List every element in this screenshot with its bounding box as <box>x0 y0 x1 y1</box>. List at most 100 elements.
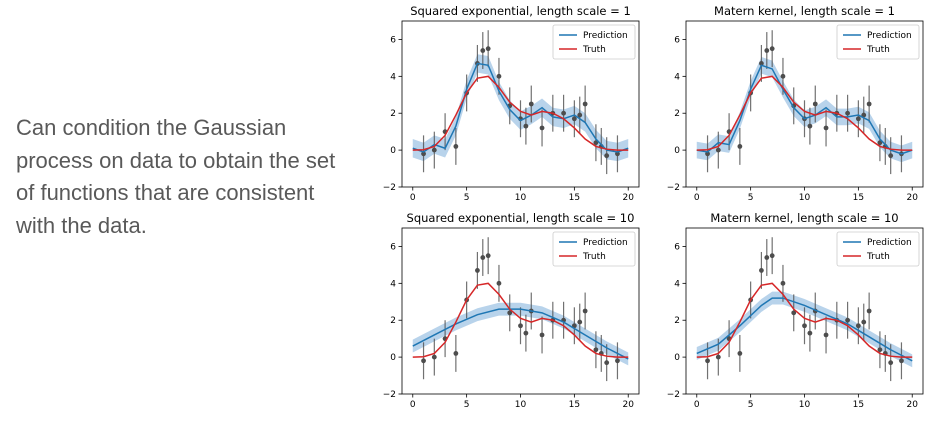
data-point <box>807 123 813 129</box>
x-tick-label: 20 <box>623 193 635 203</box>
y-tick-label: 6 <box>674 35 680 45</box>
data-point <box>877 140 883 146</box>
data-point <box>431 354 437 360</box>
series-line-prediction <box>412 308 629 360</box>
x-tick-label: 5 <box>464 400 470 410</box>
chart-panel-2: 0 5 10 15 20 −2 0 2 4 6 Matern kernel, length scal… <box>667 4 924 203</box>
data-point <box>421 358 426 364</box>
x-tick-label: 15 <box>853 193 864 203</box>
data-point <box>705 358 710 364</box>
data-point <box>888 360 894 366</box>
x-tick-label: 5 <box>748 400 754 410</box>
data-point <box>453 144 459 149</box>
y-tick-label: 2 <box>390 316 396 326</box>
data-point <box>577 319 583 325</box>
data-point <box>737 144 743 149</box>
data-point <box>480 255 486 260</box>
plot-area <box>696 237 913 382</box>
data-point <box>593 140 599 146</box>
x-tick-label: 20 <box>907 400 919 410</box>
x-tick-label: 10 <box>799 193 811 203</box>
x-tick-label: 5 <box>464 193 470 203</box>
data-point <box>791 310 797 316</box>
chart-panel-4: 0 5 10 15 20 −2 0 2 4 6 Matern kernel, length scal… <box>667 211 924 410</box>
data-point <box>877 347 883 353</box>
data-point <box>582 308 588 314</box>
y-tick-label: 6 <box>674 242 680 252</box>
slide-caption: Can condition the Gaussian process on da… <box>16 115 336 238</box>
legend-box <box>552 24 636 60</box>
data-point <box>812 101 818 107</box>
legend-label-prediction: Prediction <box>867 31 912 41</box>
chart-title: Matern kernel, length scale = 10 <box>710 211 898 225</box>
data-point <box>539 332 545 338</box>
data-point <box>866 101 872 107</box>
data-point <box>475 268 480 273</box>
data-point <box>764 255 770 260</box>
x-tick-label: 15 <box>569 193 580 203</box>
y-tick-label: 0 <box>674 353 680 363</box>
x-tick-label: 0 <box>694 193 700 203</box>
x-tick-label: 20 <box>907 193 919 203</box>
series-line-truth <box>696 282 913 358</box>
x-tick-label: 5 <box>748 193 754 203</box>
data-point <box>845 317 850 323</box>
x-tick-label: 10 <box>515 400 527 410</box>
data-point <box>737 351 743 356</box>
legend-box <box>552 231 636 267</box>
legend: Prediction Truth <box>552 24 636 60</box>
legend-label-truth: Truth <box>582 45 606 55</box>
data-point <box>485 46 491 52</box>
data-point <box>759 268 764 273</box>
y-tick-label: −2 <box>383 183 396 193</box>
x-tick-label: 10 <box>515 193 527 203</box>
y-tick-label: 4 <box>390 279 396 289</box>
data-point <box>615 358 620 364</box>
data-point <box>615 151 620 157</box>
data-point <box>845 110 850 116</box>
y-tick-label: 2 <box>674 316 680 326</box>
data-point <box>899 358 904 364</box>
data-point <box>823 332 829 338</box>
data-point <box>769 46 775 52</box>
data-point <box>485 253 491 259</box>
data-point <box>582 101 588 107</box>
data-point <box>539 125 545 131</box>
legend: Prediction Truth <box>552 231 636 267</box>
data-point <box>604 360 610 366</box>
data-point <box>528 101 534 107</box>
data-point <box>571 116 577 122</box>
plot-area <box>412 30 629 175</box>
data-point <box>780 73 786 79</box>
data-point <box>855 323 861 329</box>
y-tick-label: 6 <box>390 242 396 252</box>
plot-area <box>696 30 913 175</box>
y-tick-label: 4 <box>674 72 680 82</box>
x-tick-label: 0 <box>694 400 700 410</box>
data-point <box>715 147 721 153</box>
legend-box <box>836 24 920 60</box>
data-point <box>888 153 894 159</box>
data-point <box>769 253 775 259</box>
x-tick-label: 0 <box>410 400 416 410</box>
series-line-prediction <box>412 62 629 153</box>
data-point <box>577 112 583 118</box>
chart-panel-3: 0 5 10 15 20 −2 0 2 4 6 Squared exponential, lengt… <box>383 211 640 410</box>
series-line-truth <box>412 282 629 358</box>
data-point <box>523 330 529 336</box>
chart-title: Squared exponential, length scale = 1 <box>410 4 631 18</box>
x-tick-label: 0 <box>410 193 416 203</box>
x-tick-label: 15 <box>569 400 580 410</box>
data-point <box>604 153 610 159</box>
y-tick-label: 4 <box>674 279 680 289</box>
data-point <box>561 110 566 116</box>
data-point <box>523 123 529 129</box>
data-point <box>518 323 523 329</box>
data-point <box>593 347 599 353</box>
data-point <box>453 351 459 356</box>
data-point <box>780 280 786 286</box>
legend: Prediction Truth <box>836 24 920 60</box>
data-point <box>431 147 437 153</box>
data-point <box>480 48 486 53</box>
